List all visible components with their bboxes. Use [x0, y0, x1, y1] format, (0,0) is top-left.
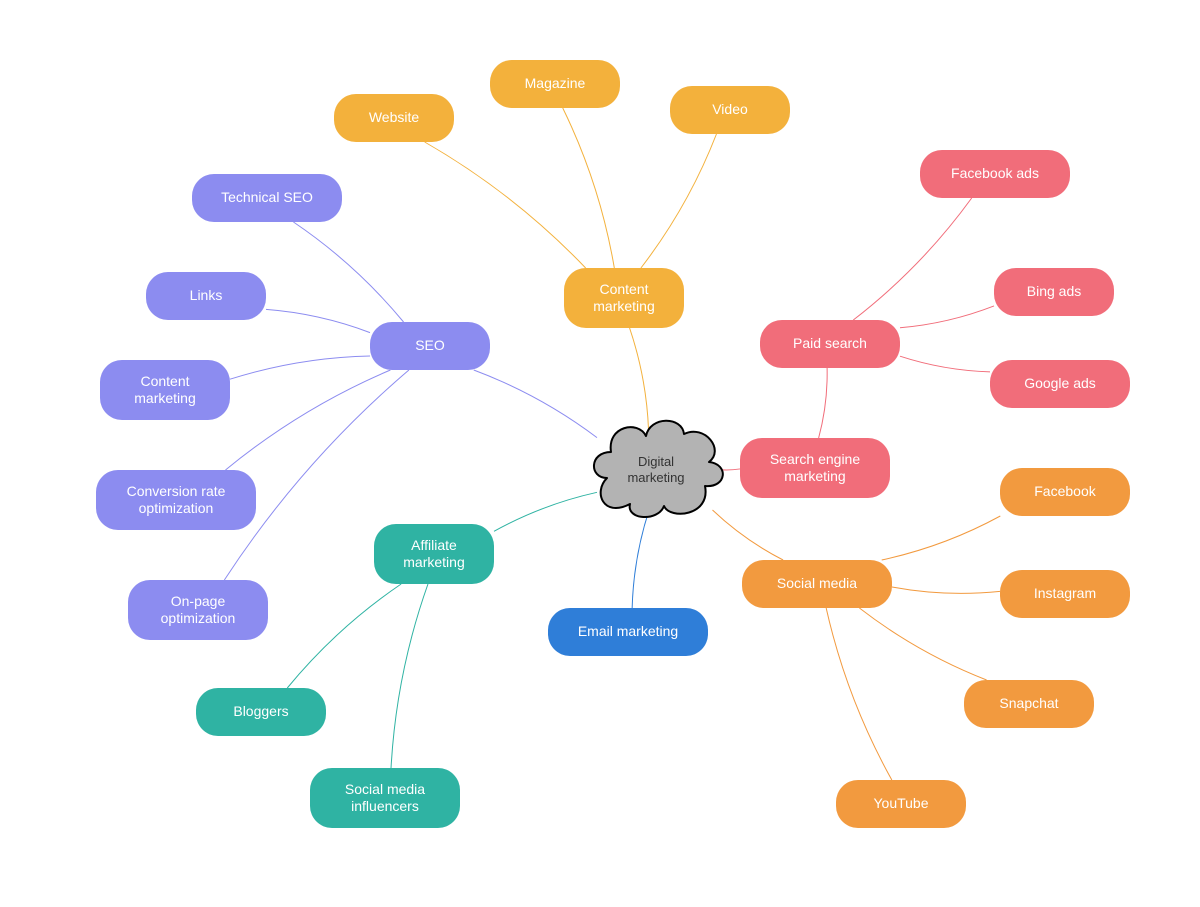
- node-google: Google ads: [990, 360, 1130, 408]
- edge-seo-links: [266, 309, 370, 332]
- edge-paid-fb_ads: [853, 198, 971, 320]
- edge-root-content: [630, 328, 649, 430]
- node-label: Bing ads: [1027, 283, 1081, 301]
- node-label: Social mediainfluencers: [345, 781, 425, 816]
- node-label: Snapchat: [999, 695, 1058, 713]
- edge-root-sem: [715, 469, 740, 470]
- edge-root-social: [712, 510, 783, 560]
- node-tech_seo: Technical SEO: [192, 174, 342, 222]
- node-paid: Paid search: [760, 320, 900, 368]
- node-label: Social media: [777, 575, 857, 593]
- edge-root-email: [632, 510, 649, 608]
- node-fb_ads: Facebook ads: [920, 150, 1070, 198]
- edge-content-video: [641, 134, 717, 268]
- edge-root-affiliate: [494, 492, 597, 531]
- node-sem: Search enginemarketing: [740, 438, 890, 498]
- node-email: Email marketing: [548, 608, 708, 656]
- edge-affiliate-bloggers: [287, 584, 401, 688]
- node-links: Links: [146, 272, 266, 320]
- node-magazine: Magazine: [490, 60, 620, 108]
- node-label: On-pageoptimization: [161, 593, 236, 628]
- node-bing: Bing ads: [994, 268, 1114, 316]
- node-label: Facebook: [1034, 483, 1095, 501]
- node-content: Contentmarketing: [564, 268, 684, 328]
- node-label: Paid search: [793, 335, 867, 353]
- edge-social-facebook: [882, 516, 1001, 560]
- center-node-label: Digitalmarketing: [606, 454, 706, 487]
- node-label: Contentmarketing: [593, 281, 654, 316]
- edge-social-youtube: [826, 608, 892, 780]
- node-label: Technical SEO: [221, 189, 313, 207]
- node-seo: SEO: [370, 322, 490, 370]
- node-label: Magazine: [525, 75, 586, 93]
- edge-social-snapchat: [859, 608, 986, 680]
- node-label: Contentmarketing: [134, 373, 195, 408]
- node-label: Conversion rateoptimization: [127, 483, 226, 518]
- node-label: Links: [190, 287, 223, 305]
- edge-root-seo: [474, 370, 597, 438]
- node-label: YouTube: [873, 795, 928, 813]
- edge-sem-paid: [819, 368, 828, 438]
- node-label: Affiliatemarketing: [403, 537, 464, 572]
- edge-social-instagram: [892, 587, 1000, 593]
- node-label: Email marketing: [578, 623, 678, 641]
- edge-seo-tech_seo: [293, 222, 403, 322]
- node-social: Social media: [742, 560, 892, 608]
- node-facebook: Facebook: [1000, 468, 1130, 516]
- edge-paid-google: [900, 356, 990, 372]
- center-node: [594, 421, 723, 517]
- node-influencers: Social mediainfluencers: [310, 768, 460, 828]
- node-snapchat: Snapchat: [964, 680, 1094, 728]
- edge-content-website: [425, 142, 586, 268]
- node-affiliate: Affiliatemarketing: [374, 524, 494, 584]
- node-bloggers: Bloggers: [196, 688, 326, 736]
- edge-seo-cm_seo: [230, 356, 370, 379]
- node-label: Search enginemarketing: [770, 451, 860, 486]
- node-instagram: Instagram: [1000, 570, 1130, 618]
- edge-paid-bing: [900, 306, 994, 328]
- node-video: Video: [670, 86, 790, 134]
- node-cm_seo: Contentmarketing: [100, 360, 230, 420]
- edge-seo-cro: [225, 370, 390, 470]
- node-website: Website: [334, 94, 454, 142]
- node-label: SEO: [415, 337, 445, 355]
- node-label: Video: [712, 101, 748, 119]
- node-youtube: YouTube: [836, 780, 966, 828]
- node-onpage: On-pageoptimization: [128, 580, 268, 640]
- node-label: Website: [369, 109, 419, 127]
- node-label: Instagram: [1034, 585, 1096, 603]
- node-label: Bloggers: [233, 703, 288, 721]
- mindmap-edges: [0, 0, 1200, 907]
- edge-affiliate-influencers: [391, 584, 428, 768]
- node-cro: Conversion rateoptimization: [96, 470, 256, 530]
- edge-content-magazine: [563, 108, 615, 268]
- node-label: Facebook ads: [951, 165, 1039, 183]
- node-label: Google ads: [1024, 375, 1096, 393]
